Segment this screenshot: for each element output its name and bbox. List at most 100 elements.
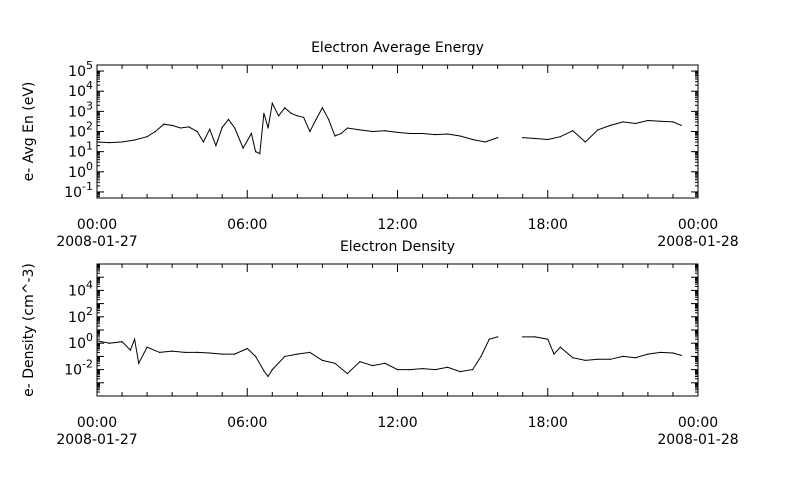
data-point <box>434 369 436 371</box>
data-point <box>647 353 649 355</box>
x-tick-label: 00:00 <box>678 217 718 233</box>
data-point <box>371 130 374 133</box>
data-point <box>672 121 674 123</box>
data-point <box>321 359 323 361</box>
data-point <box>421 132 424 135</box>
data-point <box>459 135 461 137</box>
x-date-label: 2008-01-28 <box>657 432 738 448</box>
data-point <box>334 362 336 364</box>
data-point <box>559 346 561 348</box>
x-tick-label: 18:00 <box>528 415 568 431</box>
data-point <box>221 353 223 355</box>
data-point <box>296 353 298 355</box>
chart-panel-2: Electron Density e- Density (cm^-3) 10-2 10… <box>21 239 739 448</box>
data-point <box>321 107 323 109</box>
data-point <box>263 112 265 114</box>
data-point <box>215 145 217 147</box>
x-tick-label: 06:00 <box>227 217 267 233</box>
chart-panel-1: Electron Average Energy e- Avg En (eV) 10-… <box>21 40 739 250</box>
data-point <box>346 373 348 375</box>
data-point <box>647 119 649 122</box>
series-line-segment <box>522 336 682 361</box>
x-tick-label: 12:00 <box>377 217 417 233</box>
data-point <box>634 122 637 125</box>
data-point <box>488 338 490 340</box>
y-tick-label: 105 <box>68 59 93 80</box>
x-tick-label: 00:00 <box>77 217 117 233</box>
x-date-label: 2008-01-27 <box>56 234 137 250</box>
data-point <box>179 127 182 129</box>
data-point <box>96 340 98 342</box>
data-point <box>271 102 273 104</box>
data-point <box>359 129 361 131</box>
data-point <box>290 112 292 114</box>
data-point <box>184 351 186 353</box>
data-point <box>202 141 204 143</box>
y-axis-label: e- Avg En (eV) <box>21 82 37 182</box>
series-line-segment <box>96 101 498 155</box>
data-point <box>497 137 499 139</box>
data-point <box>434 134 436 136</box>
data-point <box>227 118 230 120</box>
data-point <box>303 116 305 118</box>
data-point <box>154 130 156 133</box>
x-tick-label: 18:00 <box>528 217 568 233</box>
data-point <box>284 355 286 357</box>
data-point <box>340 132 342 135</box>
data-point <box>146 136 148 138</box>
data-point <box>267 375 269 378</box>
data-point <box>553 353 555 355</box>
chart-title: Electron Density <box>340 239 455 255</box>
data-point <box>572 130 574 132</box>
data-point <box>421 368 424 370</box>
data-point <box>328 118 330 120</box>
x-tick-label: 06:00 <box>227 415 267 431</box>
data-point <box>242 147 244 149</box>
data-point <box>96 141 98 143</box>
data-point <box>534 137 536 140</box>
x-tick-label: 00:00 <box>77 415 117 431</box>
y-tick-label: 102 <box>68 305 93 326</box>
data-point <box>234 353 236 355</box>
data-point <box>522 336 524 338</box>
data-point <box>480 355 482 357</box>
y-tick-label: 10-1 <box>64 180 93 201</box>
y-tick-label: 104 <box>68 278 93 299</box>
data-point <box>396 369 399 371</box>
data-point <box>597 129 599 131</box>
data-point <box>659 120 662 122</box>
x-tick-label: 00:00 <box>678 415 718 431</box>
y-tick-label: 104 <box>68 79 93 100</box>
data-point <box>259 153 261 155</box>
x-date-label: 2008-01-28 <box>657 234 738 250</box>
data-point <box>108 142 111 144</box>
data-point <box>409 132 411 135</box>
data-point <box>459 371 461 373</box>
data-point <box>171 350 173 352</box>
y-tick-label: 103 <box>68 99 93 120</box>
data-point <box>267 127 269 129</box>
data-point <box>188 126 190 128</box>
data-point <box>472 138 474 141</box>
data-point <box>447 366 449 368</box>
data-point <box>384 130 386 132</box>
data-point <box>547 138 549 141</box>
data-point <box>309 130 311 133</box>
data-point <box>396 131 399 133</box>
chart-title: Electron Average Energy <box>311 40 484 56</box>
data-point <box>409 369 411 371</box>
data-point <box>371 365 374 367</box>
data-point <box>680 124 682 126</box>
data-point <box>659 351 662 353</box>
data-point <box>346 127 348 129</box>
data-point <box>263 370 265 372</box>
data-point <box>672 352 674 354</box>
data-point <box>250 132 252 135</box>
data-point <box>171 124 173 126</box>
data-point <box>497 336 499 338</box>
data-point <box>572 357 574 359</box>
data-point <box>359 361 361 363</box>
data-point <box>138 362 140 364</box>
data-point <box>196 351 198 353</box>
